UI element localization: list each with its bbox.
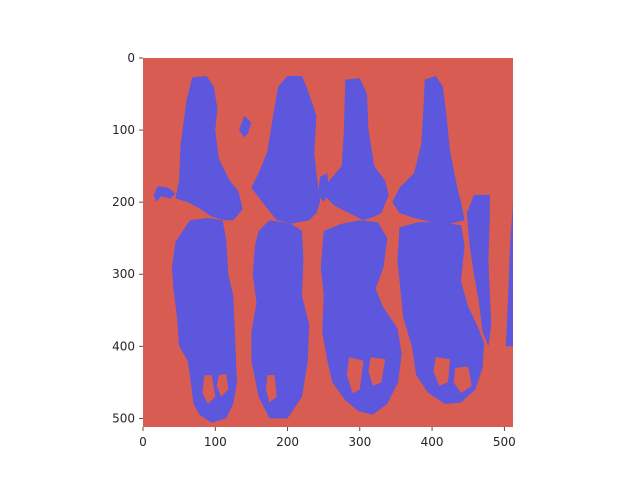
x-tick-label: 400	[421, 435, 444, 449]
mask-region-blob-12	[239, 115, 252, 138]
mask-region-blob-13	[317, 173, 330, 203]
mask-hole-hole-5	[368, 357, 386, 386]
y-tick-label: 100	[112, 123, 135, 137]
x-tick-label: 200	[276, 435, 299, 449]
mask-region-blob-9	[466, 194, 492, 347]
mask-region-blob-3	[251, 76, 321, 224]
mask-hole-hole-7	[453, 366, 472, 394]
y-tick-label: 400	[112, 339, 135, 353]
mask-region-blob-4	[251, 220, 310, 419]
mask-region-blob-2	[171, 218, 237, 423]
x-tick-label: 0	[139, 435, 147, 449]
mask-region-blob-7	[392, 76, 465, 224]
y-tick-label: 0	[127, 51, 135, 65]
mask-hole-hole-2	[216, 373, 229, 397]
mask-hole-hole-6	[433, 357, 451, 386]
mask-region-blob-1	[175, 76, 243, 221]
mask-region-blob-5	[323, 78, 389, 221]
y-tick-label: 500	[112, 411, 135, 425]
mask-hole-hole-3	[265, 375, 277, 403]
x-tick-label: 300	[348, 435, 371, 449]
mask-holes	[202, 357, 472, 404]
x-tick-label: 100	[204, 435, 227, 449]
mask-region-blob-8	[397, 222, 485, 404]
y-tick-label: 200	[112, 195, 135, 209]
x-tick-label: 500	[493, 435, 516, 449]
mask-hole-hole-4	[346, 357, 364, 394]
mask-region-blob-11	[153, 186, 176, 203]
y-axis-ticks: 0 100 200 300 400 500	[112, 51, 143, 425]
mask-region-blob-10	[505, 202, 513, 347]
y-tick-label: 300	[112, 267, 135, 281]
x-axis-ticks: 0 100 200 300 400 500	[139, 427, 516, 449]
mask-hole-hole-1	[202, 375, 216, 404]
